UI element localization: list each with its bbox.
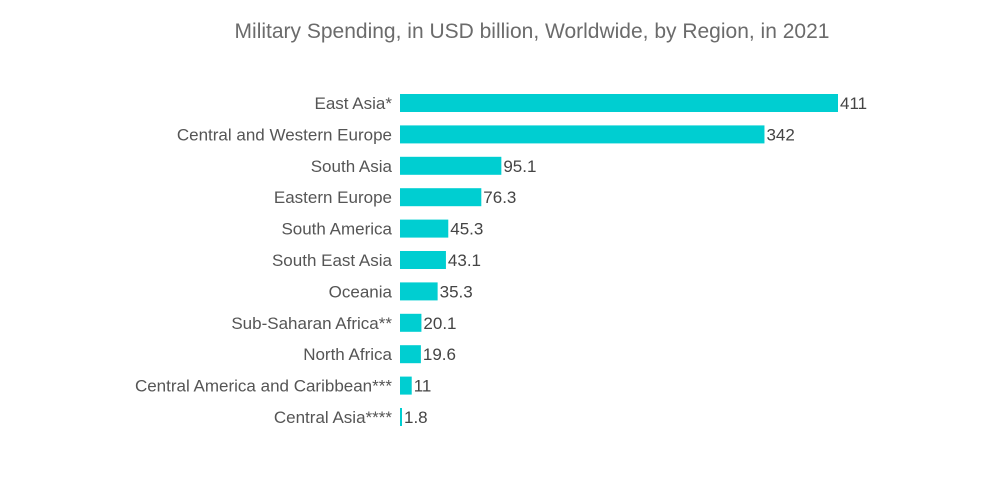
value-label: 76.3: [483, 188, 516, 207]
category-label: Central and Western Europe: [177, 125, 392, 144]
bar: [400, 251, 446, 269]
value-label: 95.1: [503, 157, 536, 176]
bar: [400, 408, 402, 426]
bar: [400, 188, 482, 207]
bar: [400, 94, 838, 112]
category-label: South Asia: [311, 157, 393, 176]
category-label: Eastern Europe: [274, 188, 392, 207]
bar: [400, 376, 412, 395]
chart-title: Military Spending, in USD billion, World…: [235, 20, 830, 43]
bar: [400, 313, 422, 332]
value-label: 411: [840, 94, 867, 113]
value-label: 35.3: [440, 282, 473, 301]
value-label: 11: [414, 377, 432, 396]
bar: [400, 345, 421, 364]
category-label: Oceania: [329, 282, 393, 301]
value-label: 20.1: [423, 314, 456, 333]
category-label: Sub-Saharan Africa**: [231, 314, 392, 333]
value-label: 19.6: [423, 345, 456, 364]
category-label: East Asia*: [315, 94, 393, 113]
category-label: Central America and Caribbean***: [135, 377, 392, 396]
bar: [400, 282, 438, 301]
category-label: Central Asia****: [274, 408, 393, 427]
value-label: 43.1: [448, 251, 481, 270]
value-label: 342: [766, 125, 794, 144]
category-label: South America: [281, 220, 392, 239]
bar: [400, 156, 502, 175]
bar: [400, 219, 449, 238]
bar: [400, 125, 765, 144]
bars-group: East Asia* 411 Central and Western Europe 3…: [135, 94, 867, 427]
value-label: 45.3: [450, 220, 483, 239]
category-label: North Africa: [303, 345, 392, 364]
value-label: 1.8: [404, 408, 428, 427]
category-label: South East Asia: [272, 251, 393, 270]
